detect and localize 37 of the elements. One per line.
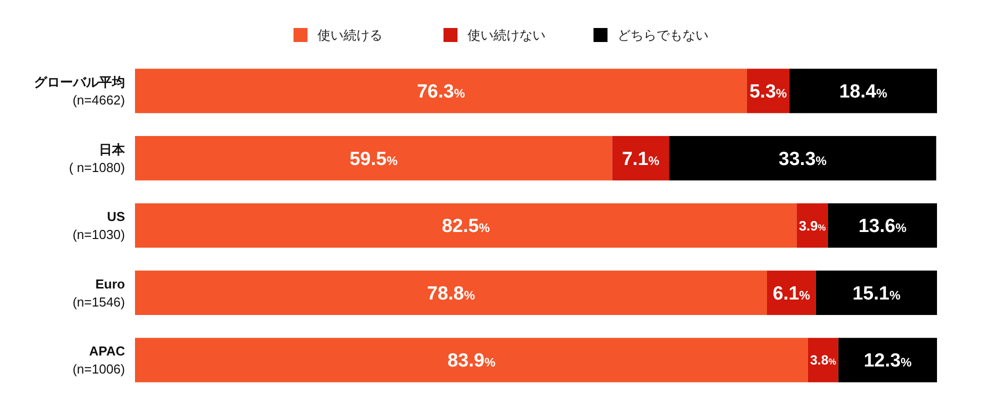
bar — [816, 270, 937, 315]
data-label: 6.1% — [772, 283, 810, 304]
bar — [796, 203, 828, 248]
bar — [135, 68, 747, 114]
bar — [135, 136, 612, 180]
bar — [135, 203, 797, 248]
bar — [789, 68, 937, 114]
data-label: 3.8% — [810, 352, 836, 368]
data-label: 5.3% — [749, 82, 787, 103]
data-label: 59.5% — [350, 148, 398, 170]
bar — [669, 136, 936, 180]
legend-label: 使い続ける — [318, 28, 382, 43]
data-label: 12.3% — [864, 350, 912, 372]
data-label: 15.1% — [852, 283, 900, 304]
legend-label: 使い続けない — [468, 28, 546, 43]
bar — [838, 338, 937, 382]
bar — [766, 270, 816, 315]
bar — [135, 338, 808, 382]
data-label: 3.9% — [798, 218, 826, 234]
bar — [135, 270, 767, 315]
bar — [612, 136, 670, 180]
y-tick-label: Euro (n=1546) — [72, 276, 126, 310]
y-tick-label: APAC (n=1006) — [72, 344, 126, 377]
data-label: 33.3% — [778, 148, 827, 170]
data-label: 18.4% — [839, 82, 888, 103]
y-tick-label: グローバル平均 (n=4662) — [34, 74, 125, 108]
legend-label: どちらでもない — [618, 28, 708, 43]
data-label: 83.9% — [447, 350, 496, 372]
y-tick-label: US (n=1030) — [72, 209, 126, 242]
bar — [828, 203, 937, 248]
y-tick-label: 日本 ( n=1080) — [68, 142, 126, 175]
data-label: 13.6% — [858, 216, 906, 238]
data-label: 78.8% — [427, 283, 475, 304]
bar — [808, 338, 838, 382]
data-label: 76.3% — [416, 82, 465, 103]
data-label: 82.5% — [442, 216, 490, 238]
data-label: 7.1% — [622, 148, 660, 170]
